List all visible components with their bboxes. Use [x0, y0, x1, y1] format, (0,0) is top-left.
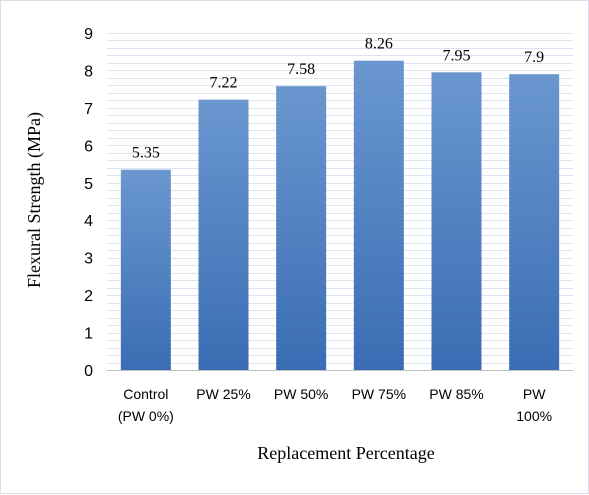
y-tick-label: 6: [84, 138, 93, 155]
bar: [120, 169, 171, 370]
x-axis-title: Replacement Percentage: [257, 443, 434, 463]
y-tick-label: 7: [84, 101, 93, 118]
bar: [353, 60, 404, 370]
y-tick-label: 8: [84, 63, 93, 80]
y-tick-label: 9: [84, 26, 93, 43]
data-label: 7.95: [443, 47, 471, 64]
y-tick-label: 3: [84, 251, 93, 268]
x-tick-label: PW 85%: [429, 386, 483, 402]
data-label: 7.9: [524, 49, 544, 66]
data-label: 8.26: [365, 36, 393, 53]
x-tick-label: PW 25%: [196, 386, 250, 402]
data-label: 7.22: [210, 75, 238, 92]
data-label: 5.35: [132, 145, 160, 162]
x-tick-label: PW 75%: [352, 386, 406, 402]
data-label: 7.58: [287, 61, 315, 78]
y-tick-label: 2: [84, 288, 93, 305]
y-axis-title: Flexural Strength (MPa): [24, 112, 45, 288]
gridlines: [107, 33, 573, 364]
bars: [120, 60, 560, 371]
bar: [276, 86, 327, 370]
x-tick-label: PW 100%: [516, 386, 552, 424]
y-tick-label: 0: [84, 363, 93, 380]
bar: [431, 72, 482, 371]
x-tick-label: PW 50%: [274, 386, 328, 402]
labels: 0 1 2 3 4 5 6 7 8 9 5.35 Control (PW 0%) 7.22 PW 25% 7.…: [84, 26, 552, 424]
x-tick-label: Control (PW 0%): [118, 386, 174, 424]
y-tick-label: 4: [84, 213, 93, 230]
bar: [509, 74, 560, 370]
y-tick-label: 5: [84, 176, 93, 193]
bar: [198, 99, 249, 370]
y-tick-label: 1: [84, 326, 93, 343]
